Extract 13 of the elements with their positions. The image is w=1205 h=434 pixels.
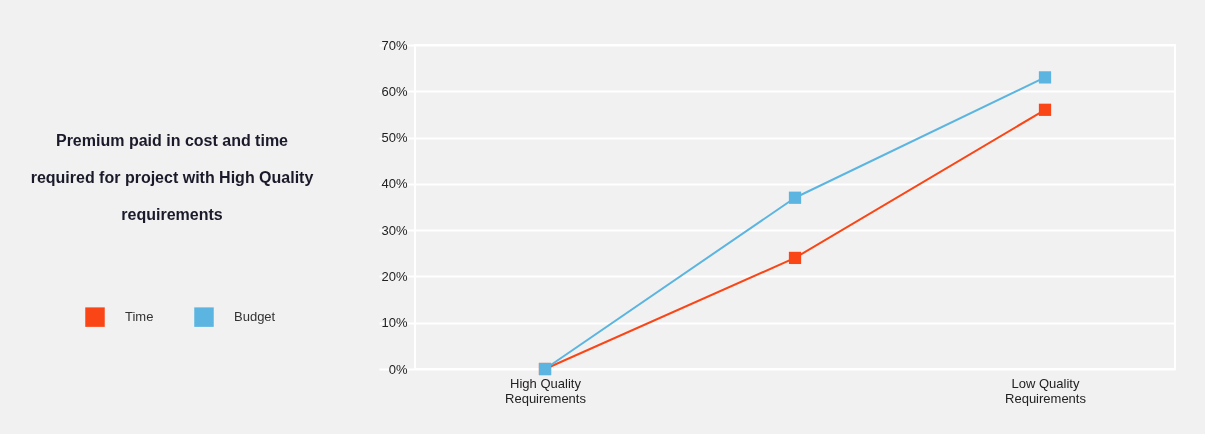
legend-label: Budget — [234, 309, 276, 325]
y-tick-label: 0% — [388, 361, 408, 377]
y-tick-label: 50% — [381, 130, 408, 146]
legend-label: Time — [125, 309, 154, 325]
x-tick-label: Low Quality Requirements — [1005, 375, 1087, 406]
chart-title: Premium paid in cost and time required for project with High Quality requirements — [30, 132, 314, 223]
y-tick-label: 20% — [381, 268, 408, 284]
y-tick-label: 10% — [381, 315, 408, 331]
y-tick-label: 30% — [381, 222, 408, 238]
y-tick-label: 70% — [381, 37, 408, 53]
y-tick-label: 40% — [381, 176, 408, 192]
y-tick-label: 60% — [381, 83, 408, 99]
x-tick-label: High Quality Requirements — [505, 375, 587, 406]
